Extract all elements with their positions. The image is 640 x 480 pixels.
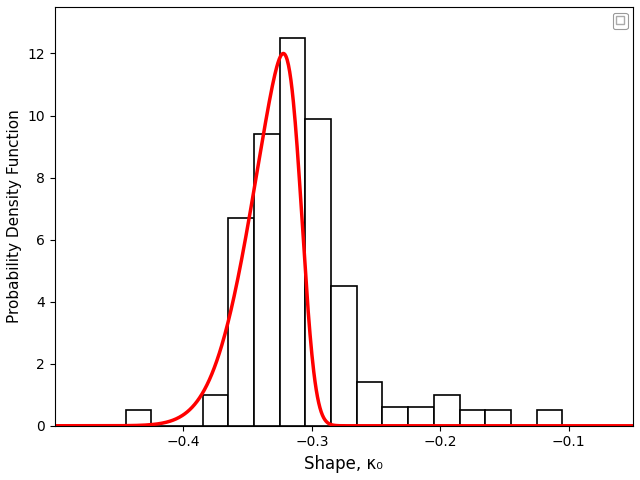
Bar bbox=[254, 134, 280, 426]
Legend:  bbox=[613, 12, 627, 29]
Bar bbox=[280, 38, 305, 426]
Bar bbox=[228, 218, 254, 426]
Y-axis label: Probability Density Function: Probability Density Function bbox=[7, 109, 22, 323]
Bar bbox=[331, 286, 357, 426]
Bar bbox=[305, 119, 331, 426]
Bar bbox=[460, 410, 485, 426]
X-axis label: Shape, κ₀: Shape, κ₀ bbox=[305, 455, 383, 473]
Bar bbox=[434, 395, 460, 426]
Bar bbox=[125, 410, 151, 426]
Bar bbox=[357, 383, 383, 426]
Bar bbox=[383, 407, 408, 426]
Bar bbox=[408, 407, 434, 426]
Bar bbox=[203, 395, 228, 426]
Bar bbox=[537, 410, 563, 426]
Bar bbox=[485, 410, 511, 426]
